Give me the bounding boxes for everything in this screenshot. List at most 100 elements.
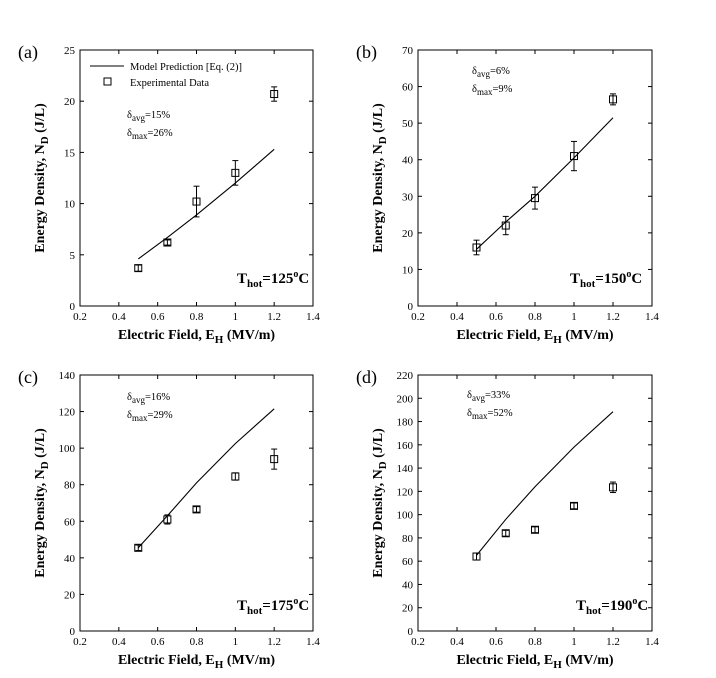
- x-tick-label: 0.2: [73, 636, 87, 648]
- y-tick-label: 100: [59, 443, 76, 455]
- x-tick-label: 1: [233, 311, 239, 323]
- x-axis-label: Electric Field, EH (MV/m): [118, 328, 275, 346]
- x-tick-label: 0.4: [112, 636, 126, 648]
- y-tick-label: 50: [402, 118, 414, 130]
- y-tick-label: 160: [397, 440, 414, 452]
- y-tick-label: 0: [70, 301, 76, 313]
- x-tick-label: 0.2: [411, 311, 425, 323]
- data-point: [531, 194, 539, 203]
- legend-experimental-swatch: [103, 77, 112, 86]
- data-point: [472, 243, 481, 252]
- data-point: [270, 455, 279, 464]
- data-point: [472, 552, 481, 561]
- chart-panel-1: 0.2 0.4 0.6 0.8 1 1.2 1.4 0 5 10 15 20 25 Electric Fi…: [18, 42, 320, 346]
- stat-avg: δavg=6%: [472, 66, 510, 79]
- y-tick-label: 60: [402, 82, 414, 94]
- y-tick-label: 20: [402, 603, 414, 615]
- data-point: [570, 152, 578, 161]
- x-tick-label: 0.8: [528, 311, 542, 323]
- y-tick-label: 80: [402, 533, 414, 545]
- data-point: [231, 168, 240, 177]
- y-tick-label: 10: [402, 264, 414, 276]
- temperature-label: Thot=150oC: [570, 269, 642, 290]
- x-tick-label: 0.6: [489, 311, 503, 323]
- stat-max: δmax=52%: [467, 408, 513, 421]
- x-tick-label: 0.8: [190, 311, 204, 323]
- legend-experimental-label: Experimental Data: [130, 78, 209, 89]
- data-point: [134, 264, 143, 273]
- y-tick-label: 10: [64, 199, 76, 211]
- y-tick-label: 5: [70, 250, 76, 262]
- x-tick-label: 1: [233, 636, 239, 648]
- model-prediction-line: [476, 117, 614, 250]
- y-tick-label: 40: [402, 579, 414, 591]
- y-tick-label: 40: [64, 553, 76, 565]
- y-tick-label: 100: [397, 510, 414, 522]
- y-tick-label: 140: [59, 370, 76, 382]
- x-tick-label: 0.4: [450, 636, 464, 648]
- x-tick-label: 1.4: [645, 311, 659, 323]
- y-tick-label: 40: [402, 155, 414, 167]
- model-prediction-line: [476, 411, 614, 556]
- x-tick-label: 0.8: [528, 636, 542, 648]
- stat-max: δmax=26%: [127, 128, 173, 141]
- y-tick-label: 20: [402, 228, 414, 240]
- panel-label: (a): [18, 42, 38, 63]
- data-point: [609, 483, 617, 492]
- plot-frame: [417, 374, 653, 632]
- y-tick-label: 0: [408, 301, 414, 313]
- x-tick-label: 0.6: [151, 636, 165, 648]
- y-tick-label: 25: [64, 45, 76, 57]
- model-prediction-line: [137, 408, 275, 549]
- y-tick-label: 200: [397, 393, 414, 405]
- y-tick-label: 20: [64, 589, 76, 601]
- y-tick-label: 220: [397, 370, 414, 382]
- y-tick-label: 30: [402, 191, 414, 203]
- x-tick-label: 0.2: [73, 311, 87, 323]
- data-point: [570, 501, 578, 510]
- x-tick-label: 0.4: [450, 311, 464, 323]
- data-point: [163, 515, 172, 524]
- data-point: [501, 221, 510, 230]
- chart-panel-3: 0.2 0.4 0.6 0.8 1 1.2 1.4 0 20 40 60 80 100 120 140 Ele…: [18, 367, 320, 671]
- x-tick-label: 1.2: [267, 311, 281, 323]
- y-tick-label: 180: [397, 417, 414, 429]
- chart-panel-4: 0.2 0.4 0.6 0.8 1 1.2 1.4 0 20 40 60 80 100 120 140 160…: [356, 367, 659, 671]
- y-tick-label: 0: [70, 626, 76, 638]
- x-tick-label: 0.8: [190, 636, 204, 648]
- data-point: [501, 529, 510, 538]
- panel-label: (b): [356, 42, 377, 63]
- x-tick-label: 1.4: [306, 311, 320, 323]
- x-tick-label: 1.2: [606, 636, 620, 648]
- y-axis-label: Energy Density, ND (J/L): [371, 428, 389, 578]
- y-tick-label: 120: [59, 407, 76, 419]
- y-tick-label: 0: [408, 626, 414, 638]
- x-axis-label: Electric Field, EH (MV/m): [456, 328, 613, 346]
- temperature-label: Thot=125oC: [237, 269, 309, 290]
- y-tick-label: 60: [64, 516, 76, 528]
- x-tick-label: 1.2: [267, 636, 281, 648]
- y-tick-label: 60: [402, 556, 414, 568]
- model-prediction-line: [137, 148, 275, 260]
- x-tick-label: 1.4: [306, 636, 320, 648]
- chart-panel-2: 0.2 0.4 0.6 0.8 1 1.2 1.4 0 10 20 30 40 50 60 70 Electr…: [356, 42, 659, 346]
- y-tick-label: 15: [64, 147, 76, 159]
- x-tick-label: 1: [571, 636, 577, 648]
- temperature-label: Thot=190oC: [576, 596, 648, 617]
- y-tick-label: 20: [64, 96, 76, 108]
- plot-frame: [417, 49, 653, 307]
- data-point: [192, 197, 201, 206]
- temperature-label: Thot=175oC: [237, 596, 309, 617]
- stat-avg: δavg=16%: [127, 392, 170, 405]
- stat-avg: δavg=33%: [467, 390, 510, 403]
- plot-frame: [79, 374, 314, 632]
- data-point: [270, 90, 279, 99]
- y-tick-label: 140: [397, 463, 414, 475]
- x-tick-label: 0.2: [411, 636, 425, 648]
- data-point: [231, 472, 240, 481]
- panel-label: (c): [18, 367, 38, 388]
- y-tick-label: 70: [402, 45, 414, 57]
- data-point: [609, 95, 617, 104]
- y-axis-label: Energy Density, ND (J/L): [33, 103, 51, 253]
